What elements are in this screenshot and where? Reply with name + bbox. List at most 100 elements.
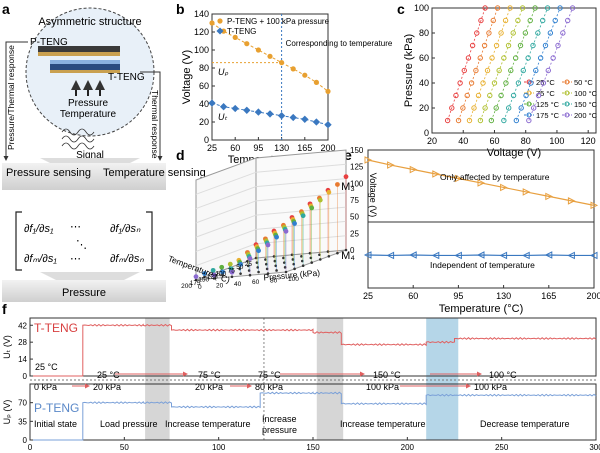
data-point [489, 55, 495, 61]
data-point [475, 92, 482, 99]
data-point [209, 20, 215, 26]
data-point [567, 251, 575, 260]
data-point [590, 201, 599, 210]
grid-line [255, 220, 347, 230]
stage-label: Load pressure [100, 419, 158, 429]
z-tick-label: 25 [350, 229, 359, 238]
data-point [503, 80, 509, 86]
right-response-label: Thermal response [150, 90, 160, 159]
left-response-arrow [3, 41, 28, 161]
legend-marker [526, 101, 532, 107]
legend-label: P-TENG + 100 kPa pressure [227, 17, 330, 26]
grid-line [255, 163, 347, 173]
panel-a-label: a [2, 1, 10, 17]
series-name: M₃ [341, 181, 355, 193]
stage-label: pressure [262, 425, 297, 435]
data-point [335, 182, 340, 187]
legend-marker [564, 112, 570, 118]
y-axis-label: Pressure (kPa) [263, 268, 321, 283]
pressure-tick-label: 100 [288, 276, 299, 283]
data-point [482, 105, 488, 111]
x-tick-label: 25 [207, 143, 217, 153]
data-point [255, 47, 261, 53]
chart-e: 25 60 95 130 165 200 Temperature (°C) M₃ Only af… [341, 149, 600, 315]
data-point [283, 228, 289, 234]
data-point [533, 67, 539, 74]
up-label: Uₚ [218, 67, 228, 77]
data-point [488, 117, 495, 124]
y-tick-label: 42 [18, 321, 27, 330]
temp-tick-label: 175 [190, 280, 201, 287]
data-point [364, 156, 373, 164]
funnel-shape-bottom [40, 272, 140, 282]
data-point [455, 117, 462, 124]
data-point [247, 256, 253, 261]
floor-point [310, 261, 314, 264]
series-line [447, 7, 486, 121]
bottom-y-label: Uₚ (V) [2, 400, 12, 425]
data-point [478, 17, 484, 24]
data-point [208, 99, 216, 107]
x-tick-label: 80 [521, 136, 531, 146]
y-tick-label: 0 [23, 436, 28, 445]
panel-b-label: b [176, 1, 185, 17]
data-point [499, 251, 508, 260]
x-tick-label: 250 [495, 443, 509, 452]
data-point [501, 117, 507, 124]
data-point [532, 5, 538, 11]
data-point [589, 251, 598, 260]
data-point [219, 264, 225, 270]
legend-label: 75 °C [536, 89, 555, 98]
data-point [343, 174, 349, 180]
data-point [289, 113, 297, 122]
temperature-label: 25 °C [35, 362, 58, 372]
z-axis-label: Voltage (V) [368, 173, 378, 218]
data-point [469, 42, 476, 49]
matrix-hdots-bottom: ⋯ [70, 253, 81, 265]
series-annotation: Independent of temperature [430, 260, 535, 270]
data-point [243, 106, 251, 114]
legend-marker [564, 101, 570, 107]
floor-point [230, 275, 234, 279]
temp-tick-label: 25 [245, 261, 253, 268]
grid-line [195, 186, 257, 210]
data-point [453, 92, 459, 99]
data-point [486, 30, 492, 36]
stimulus-pressure: Pressure [68, 98, 108, 109]
shaded-region [145, 318, 170, 440]
data-point [540, 80, 547, 86]
series-name: M₄ [341, 250, 355, 262]
x-tick-label: 95 [253, 143, 263, 153]
data-point [431, 251, 440, 260]
grid-line [195, 171, 257, 195]
pressure-label: 100 kPa [366, 382, 399, 392]
grid-line [195, 243, 257, 267]
right-response-arrow [140, 71, 163, 161]
legend-label: 175 °C [536, 111, 560, 120]
data-point [444, 117, 451, 124]
data-point [498, 30, 504, 36]
x-tick-label: 200 [586, 291, 600, 301]
x-tick-label: 100 [212, 443, 226, 452]
series-line [528, 7, 573, 121]
x-axis-label: Temperature (°C) [439, 303, 523, 315]
x-tick-label: 165 [297, 143, 312, 153]
data-point [535, 92, 542, 99]
data-point [500, 183, 508, 192]
floor-point [344, 248, 348, 252]
data-point [265, 242, 271, 248]
grid-line [255, 235, 347, 245]
data-point [569, 5, 576, 11]
pressure-label: 20 kPa [93, 382, 121, 392]
data-point [484, 67, 491, 74]
pressure-tick-label: 40 [234, 281, 242, 288]
floor-point [203, 275, 206, 279]
x-tick-label: 20 [427, 136, 437, 146]
z-tick-label: 75 [350, 196, 359, 205]
data-point [219, 103, 228, 111]
data-point [523, 92, 529, 99]
panel-c-label: c [397, 1, 405, 17]
x-tick-label: 130 [496, 291, 511, 301]
top-y-label: Uₜ (V) [2, 335, 12, 359]
y-tick-label: 70 [18, 399, 27, 408]
